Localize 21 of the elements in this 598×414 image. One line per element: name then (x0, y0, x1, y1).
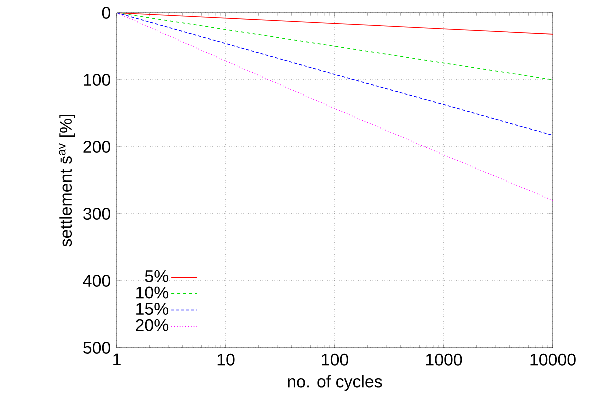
x-tick-label: 10000 (530, 354, 576, 366)
legend-label: 20% (136, 319, 169, 332)
legend-label: 15% (136, 303, 169, 316)
y-tick-label: 0 (102, 7, 111, 20)
line-series (117, 13, 554, 35)
x-tick-label: 10 (218, 354, 235, 366)
y-tick-label: 100 (84, 74, 111, 86)
x-axis-title: no. of cycles (288, 375, 382, 392)
line-series (117, 13, 554, 80)
x-tick-label: 100 (322, 354, 348, 366)
legend-label: 5% (145, 270, 169, 282)
x-tick-label: 1000 (426, 354, 462, 366)
y-tick-label: 400 (83, 275, 111, 288)
x-tick-label: 1 (114, 354, 121, 366)
y-axis-title: settlement s̄$^{av}$ [%] (59, 114, 76, 247)
y-tick-label: 300 (84, 208, 111, 220)
y-tick-label: 200 (84, 141, 111, 154)
y-tick-label: 500 (84, 342, 111, 354)
line-series (117, 13, 554, 202)
line-series (117, 13, 554, 136)
legend-label: 10% (136, 286, 169, 299)
